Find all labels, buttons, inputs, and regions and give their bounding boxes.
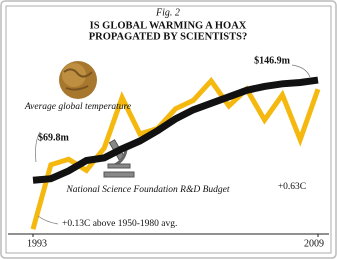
chart-title: PROPAGATED BY SCIENTISTS? [89, 31, 248, 42]
chart: Fig. 2 IS GLOBAL WARMING A HOAXPROPAGATED… [0, 0, 337, 259]
annotation: $69.8m [38, 132, 70, 143]
series-label: Average global temperature [24, 102, 131, 112]
globe-icon [59, 61, 97, 99]
x-tick-label: 2009 [304, 238, 324, 249]
x-tick-label: 1993 [27, 238, 47, 249]
chart-title: IS GLOBAL WARMING A HOAX [90, 20, 247, 31]
inner-frame [6, 6, 331, 253]
annotation: +0.13C above 1950-1980 avg. [62, 219, 177, 229]
annotation: +0.63C [278, 182, 306, 192]
series-label: National Science Foundation R&D Budget [65, 185, 229, 195]
figure-label: Fig. 2 [155, 7, 180, 18]
annotation: $146.9m [254, 55, 291, 66]
